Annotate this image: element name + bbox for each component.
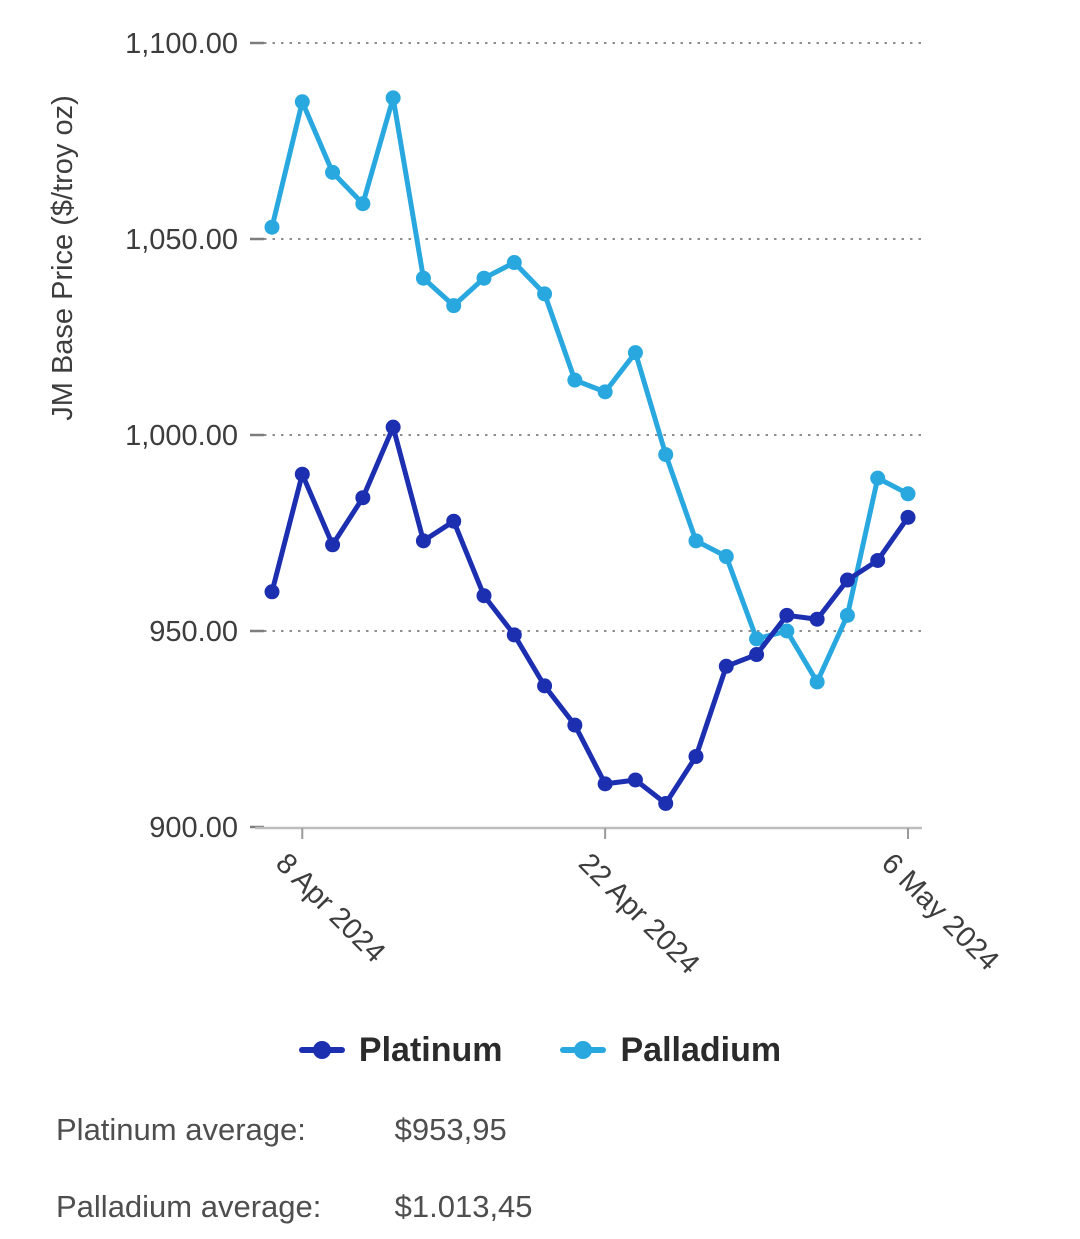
platinum-average-text: Platinum average: $953,95 xyxy=(56,1112,507,1148)
platinum-point xyxy=(749,647,765,663)
palladium-point xyxy=(839,607,855,623)
platinum-point xyxy=(506,627,522,643)
palladium-point xyxy=(446,298,462,314)
palladium-average-value: $1.013,45 xyxy=(394,1189,533,1224)
palladium-point xyxy=(900,486,916,502)
palladium-point xyxy=(264,219,280,235)
y-tick-label: 950.00 xyxy=(149,616,238,648)
platinum-point xyxy=(385,419,401,435)
palladium-series-marker-icon xyxy=(560,1040,607,1060)
platinum-point xyxy=(658,795,674,811)
platinum-point xyxy=(900,509,916,525)
palladium-point xyxy=(294,94,310,110)
platinum-point xyxy=(446,513,462,529)
platinum-point xyxy=(325,537,341,553)
platinum-point xyxy=(718,658,734,674)
legend-item-platinum[interactable]: Platinum xyxy=(298,1031,503,1069)
platinum-point xyxy=(537,678,553,694)
palladium-point xyxy=(597,384,613,400)
platinum-point xyxy=(779,607,795,623)
palladium-point xyxy=(355,196,371,212)
platinum-series-marker-icon xyxy=(298,1040,345,1060)
platinum-point xyxy=(870,552,886,568)
platinum-point xyxy=(627,772,643,788)
x-tick-label: 6 May 2024 xyxy=(875,847,1005,977)
y-tick-label: 1,000.00 xyxy=(125,420,238,452)
palladium-point xyxy=(567,372,583,388)
y-tick-label: 900.00 xyxy=(149,812,238,844)
palladium-point xyxy=(870,470,886,486)
platinum-point xyxy=(264,584,280,600)
platinum-average-value: $953,95 xyxy=(394,1112,507,1147)
palladium-point xyxy=(779,623,795,639)
platinum-line xyxy=(269,424,911,806)
platinum-point xyxy=(597,776,613,792)
price-line-chart: 900.00 950.00 1,000.00 1,050.00 1,100.00 8 Ap… xyxy=(47,28,1005,981)
palladium-point xyxy=(809,674,825,690)
x-tick-label: 22 Apr 2024 xyxy=(572,847,705,980)
palladium-average-text: Palladium average: $1.013,45 xyxy=(56,1189,533,1225)
x-tick-label: 8 Apr 2024 xyxy=(269,847,391,969)
palladium-point xyxy=(476,270,492,286)
platinum-point xyxy=(415,533,431,549)
palladium-point xyxy=(658,447,674,463)
palladium-point xyxy=(385,90,401,106)
y-tick-label: 1,050.00 xyxy=(125,224,238,256)
palladium-legend-label: Palladium xyxy=(620,1031,782,1069)
platinum-point xyxy=(567,717,583,733)
palladium-point xyxy=(627,345,643,361)
palladium-point xyxy=(688,533,704,549)
chart-legend: Platinum Palladium xyxy=(0,1033,1080,1067)
palladium-average-label: Palladium average: xyxy=(56,1189,322,1224)
palladium-point xyxy=(325,164,341,180)
platinum-point xyxy=(809,611,825,627)
platinum-point xyxy=(688,748,704,764)
platinum-point xyxy=(294,466,310,482)
y-tick-label: 1,100.00 xyxy=(125,28,238,60)
palladium-point xyxy=(718,549,734,565)
y-axis-title: JM Base Price ($/troy oz) xyxy=(47,95,79,421)
palladium-point xyxy=(749,631,765,647)
platinum-average-label: Platinum average: xyxy=(56,1112,306,1147)
platinum-point xyxy=(476,588,492,604)
legend-item-palladium[interactable]: Palladium xyxy=(560,1033,781,1067)
palladium-point xyxy=(506,255,522,271)
platinum-legend-label: Platinum xyxy=(358,1031,503,1069)
platinum-point xyxy=(355,490,371,506)
palladium-line xyxy=(269,95,911,685)
platinum-point xyxy=(839,572,855,588)
palladium-point xyxy=(537,286,553,302)
palladium-point xyxy=(415,270,431,286)
